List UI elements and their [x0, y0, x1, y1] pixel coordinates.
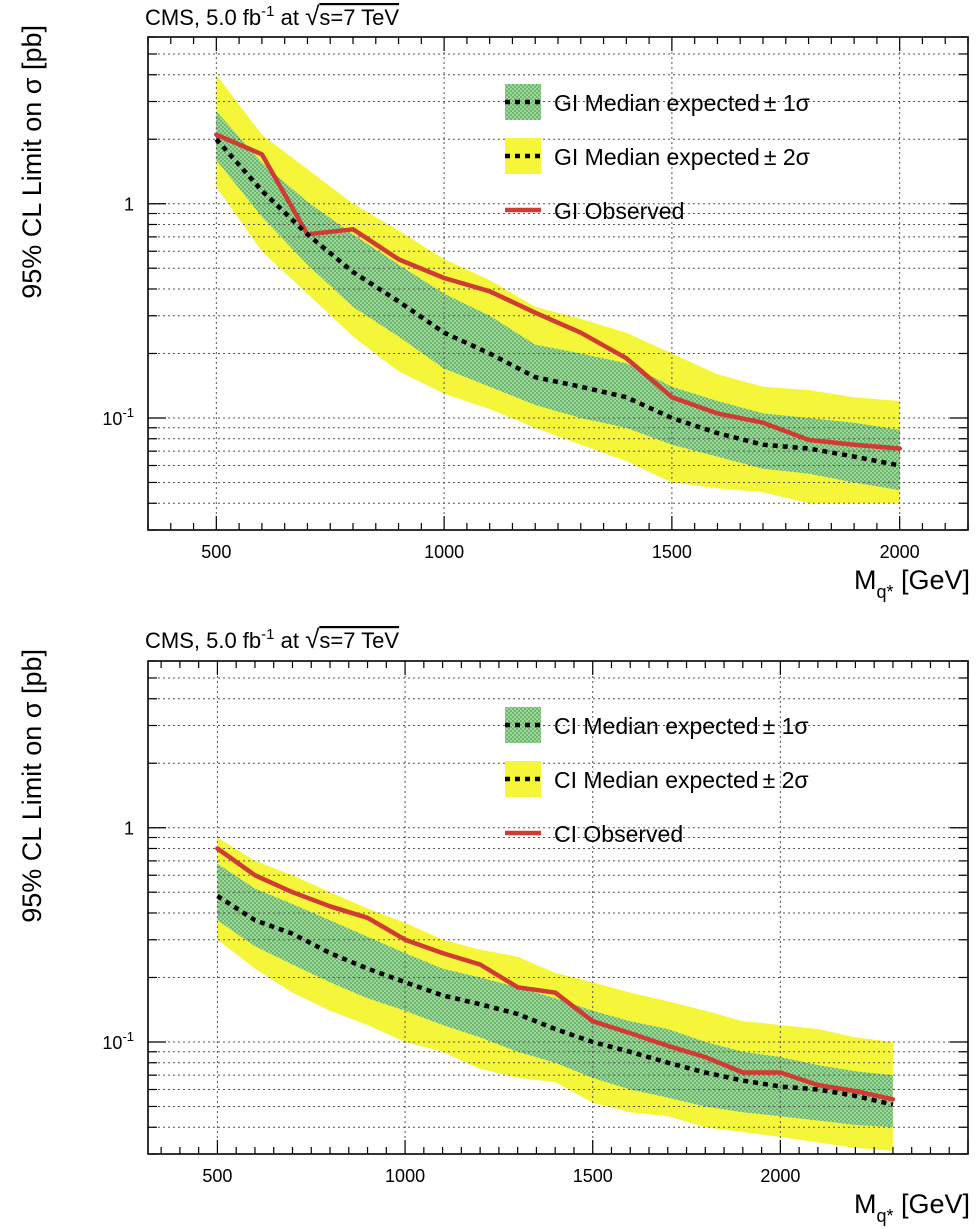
series-line-expected [214, 137, 901, 468]
y-axis: 1 10-1 [102, 660, 968, 1155]
band-1sigma [217, 863, 893, 1128]
x-tick-label: 1500 [652, 542, 692, 562]
y-axis: 1 10-1 [102, 36, 968, 531]
chart-panel-ci: 500 1000 1500 2000 1 10-1 CMS, 5.0 fb-1 at √s=… [17, 624, 970, 1226]
x-axis-title: Mq* [GeV] [854, 565, 970, 602]
legend-label: GI Observed [554, 198, 684, 224]
x-tick-label: 1500 [573, 1166, 613, 1186]
y-tick-label: 1 [124, 195, 134, 215]
legend-label: GI Median expected ± 2σ [554, 144, 810, 170]
y-tick-label: 1 [124, 819, 134, 839]
x-tick-label: 2000 [760, 1166, 800, 1186]
y-tick-label: 10-1 [102, 405, 134, 429]
band-2sigma [216, 74, 900, 504]
x-axis: 500 1000 1500 2000 [147, 37, 969, 562]
plot-frame [147, 660, 969, 1155]
y-axis-title: 95% CL Limit on σ [pb] [17, 649, 47, 923]
x-axis: 500 1000 1500 2000 [160, 661, 969, 1186]
chart-panel-gi: 500 1000 1500 2000 1 10-1 CMS, 5.0 fb-1 at √s=… [17, 1, 970, 602]
legend-label: CI Observed [554, 821, 683, 847]
y-tick-label: 10-1 [102, 1029, 134, 1053]
y-axis-title: 95% CL Limit on σ [pb] [17, 25, 47, 299]
x-tick-label: 1000 [385, 1166, 425, 1186]
x-tick-label: 1000 [424, 542, 464, 562]
x-tick-label: 500 [201, 542, 231, 562]
legend: CI Median expected ± 1σ CI Median expected… [505, 707, 809, 847]
legend-label: GI Median expected ± 1σ [554, 90, 810, 116]
x-axis-title: Mq* [GeV] [854, 1189, 970, 1226]
x-tick-label: 500 [202, 1166, 232, 1186]
x-tick-label: 2000 [880, 542, 920, 562]
band-1sigma [216, 111, 900, 491]
legend-label: CI Median expected ± 2σ [554, 767, 809, 793]
chart-title: CMS, 5.0 fb-1 at √s=7 TeV [145, 1, 399, 31]
series-line-expected [216, 894, 894, 1107]
series-line-observed [214, 132, 902, 451]
series-line-observed [215, 846, 896, 1102]
legend-label: CI Median expected ± 1σ [554, 713, 809, 739]
chart-title: CMS, 5.0 fb-1 at √s=7 TeV [145, 624, 399, 654]
legend: GI Median expected ± 1σ GI Median expected… [505, 84, 810, 224]
